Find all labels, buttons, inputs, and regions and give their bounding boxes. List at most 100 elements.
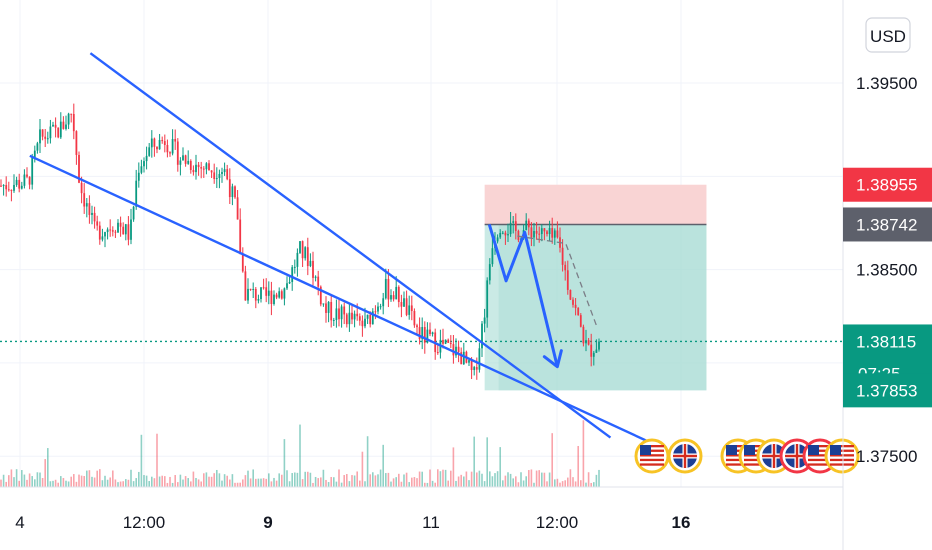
time-tick-label: 12:00 [123,513,166,532]
volume-bar [481,473,483,487]
candle-body [501,232,504,234]
currency-button[interactable]: USD [865,17,911,53]
candle-body [174,139,177,142]
candle-body [145,155,148,162]
stop-level-tag: 1.38955 [843,167,932,202]
volume-bar [572,477,574,487]
candle-body [527,220,530,228]
stop-zone[interactable] [484,184,707,225]
candle-body [299,241,301,253]
volume-bar [577,445,579,487]
volume-bar [561,481,564,487]
volume-bar [361,451,364,487]
channel-lower-line[interactable] [29,154,661,448]
volume-bar [564,480,566,487]
candle-body [59,121,62,138]
candle-body [426,329,429,343]
volume-bar [522,480,525,487]
candle-body [317,276,320,287]
candle-body [379,306,382,308]
volume-bar [515,476,517,487]
volume-bar [135,478,137,487]
candle-body [88,203,91,215]
candle-body [270,290,273,305]
candle-body [452,344,455,356]
candle-body [163,141,166,145]
candle-body [306,247,309,267]
candle-body [595,349,598,353]
volume-bar [88,470,91,487]
price-axis[interactable]: 1.39500 1.38500 1.37500 [856,74,917,466]
candle-body [0,185,2,187]
candle-body [91,212,93,215]
candle-body [499,232,502,238]
target-zone[interactable] [484,224,707,391]
volume-bar [408,482,410,487]
price-tick-label: 1.37500 [856,447,917,466]
candle-body [345,314,348,325]
candle-body [195,164,197,173]
volume-bar [335,481,338,487]
event-icons[interactable] [634,438,860,474]
volume-bar [496,471,499,487]
volume-bar [234,482,236,487]
us-flag-icon[interactable] [824,438,860,474]
candle-body [330,301,333,321]
volume-bar [91,476,93,487]
candle-body [514,221,517,231]
candle-body [455,346,457,356]
volume-bar [301,479,304,487]
candle-body [369,314,372,325]
volume-bar [122,481,124,487]
us-flag-icon[interactable] [634,438,670,474]
time-tick-label: 4 [15,513,24,532]
candle-body [111,230,114,232]
volume-bar [236,482,239,487]
candle-body [234,186,236,198]
volume-bar [73,474,75,487]
candle-body [132,206,135,220]
candle-body [546,231,548,235]
volume-bar [8,475,10,487]
volume-bar [507,472,509,487]
candle-body [215,178,218,180]
volume-bar [177,482,179,487]
currency-button-label[interactable]: USD [870,27,906,46]
candle-body [332,319,335,321]
volume-bar [161,475,163,487]
time-axis[interactable]: 4 12:00 9 11 12:00 16 [15,513,690,532]
candle-body [156,146,158,150]
candle-body [387,278,390,300]
candle-body [252,289,255,291]
candle-body [374,311,377,313]
candle-body [49,126,52,139]
candle-body [564,264,567,271]
candle-body [137,172,140,181]
candle-body [543,228,546,232]
volume-bar [556,478,559,487]
projection-path[interactable] [487,224,559,368]
volume-bar [283,439,286,487]
candle-body [483,317,486,324]
currency-button-frame[interactable] [865,17,911,53]
channel-upper-line[interactable] [89,52,612,439]
candle-body [202,168,205,170]
candle-body [182,155,184,161]
candle-body [26,174,28,177]
candle-body [15,179,18,185]
candle-body [473,367,476,371]
candle-body [52,124,54,127]
candle-body [33,150,36,158]
time-tick-label: 16 [672,513,691,532]
candle-body [478,348,481,370]
volume-bar [112,470,114,487]
volume-bar [346,474,348,487]
uk-flag-icon[interactable] [667,438,703,474]
volume-bar [533,482,535,487]
candle-body [221,172,223,174]
volume-bar [343,475,345,487]
drawings[interactable] [29,52,661,448]
candle-body [296,252,299,267]
